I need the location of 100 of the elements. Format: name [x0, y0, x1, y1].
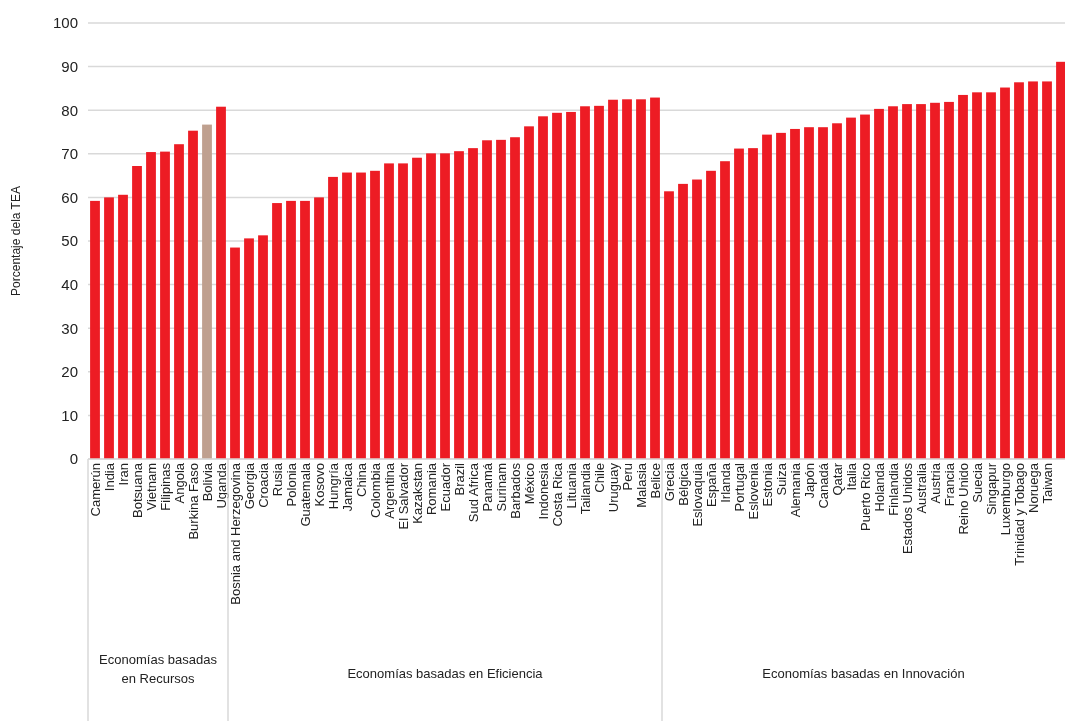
bar — [398, 163, 408, 459]
y-tick-label: 50 — [61, 232, 78, 250]
x-tick-label: Qatar — [829, 462, 845, 496]
bar — [104, 197, 114, 459]
bar — [720, 161, 730, 459]
y-tick-label: 40 — [61, 275, 78, 293]
x-tick-label: Canadá — [815, 462, 831, 509]
x-tick-label: Ecuador — [437, 462, 453, 512]
x-tick-label: Colombia — [367, 462, 383, 518]
text: Economías basadas en Recursos — [99, 652, 218, 686]
y-tick-label: 0 — [69, 450, 78, 468]
x-tick-label: Uruguay — [605, 462, 621, 513]
bar — [566, 111, 576, 459]
x-tick-label: Camerún — [87, 463, 103, 517]
bar — [916, 104, 926, 459]
bar — [328, 176, 338, 459]
bar — [776, 132, 786, 459]
x-tick-label: Costa Rica — [549, 462, 565, 527]
x-tick-label: Puerto Rico — [857, 463, 873, 531]
text: Economías basadas en Eficiencia — [347, 666, 544, 681]
x-tick-label: Hungría — [325, 462, 341, 510]
bar — [538, 116, 548, 459]
bar — [1042, 81, 1052, 459]
bar — [622, 99, 632, 459]
bar — [216, 106, 226, 459]
y-tick-label: 20 — [61, 363, 78, 381]
bar — [874, 108, 884, 459]
x-tick-label: Kazakstan — [409, 463, 425, 524]
x-tick-label: Tailandia — [577, 462, 593, 515]
bar — [510, 137, 520, 459]
x-tick-label: Malasia — [633, 462, 649, 508]
bar — [1014, 82, 1024, 459]
bar — [958, 94, 968, 459]
bar — [608, 99, 618, 459]
bar — [1028, 81, 1038, 459]
bar — [174, 144, 184, 459]
y-tick-label: 60 — [61, 188, 78, 206]
bar — [832, 123, 842, 459]
x-tick-label: Argentina — [381, 462, 397, 519]
bar — [734, 148, 744, 459]
bar — [160, 151, 170, 459]
x-tick-label: Alemania — [787, 462, 803, 518]
x-tick-label: Barbados — [507, 462, 523, 519]
bar — [846, 117, 856, 459]
bar — [986, 92, 996, 459]
bar — [636, 99, 646, 459]
y-tick-label: 100 — [52, 14, 78, 32]
y-tick-label: 80 — [61, 101, 78, 119]
x-tick-label: Indonesia — [535, 462, 551, 520]
bar — [454, 151, 464, 459]
bar — [118, 194, 128, 459]
x-tick-label: Bolivia — [199, 462, 215, 502]
bar — [804, 127, 814, 459]
bar — [650, 97, 660, 459]
x-tick-label: Suecia — [969, 462, 985, 503]
bar — [888, 106, 898, 459]
x-tick-label: Austria — [927, 462, 943, 504]
bar — [468, 148, 478, 459]
bar — [972, 92, 982, 459]
x-tick-label: Francia — [941, 462, 957, 507]
x-tick-label: Iran — [115, 463, 131, 486]
x-tick-label: Brazil — [451, 462, 467, 496]
x-tick-label: Singapur — [983, 462, 999, 516]
bar — [944, 101, 954, 459]
y-tick-label: 90 — [61, 57, 78, 75]
x-tick-label: Chile — [591, 463, 607, 493]
x-tick-label: Filipinas — [157, 462, 173, 511]
bar — [132, 166, 142, 459]
x-tick-label: Lituania — [563, 462, 579, 509]
x-tick-label: Guatemala — [297, 462, 313, 527]
bar — [258, 235, 268, 459]
bar — [902, 104, 912, 459]
bar — [90, 200, 100, 459]
x-tick-label: India — [101, 462, 117, 492]
x-tick-label: Estonia — [759, 462, 775, 507]
bar — [314, 197, 324, 459]
y-tick-label: 30 — [61, 319, 78, 337]
bar — [188, 130, 198, 459]
bar — [1056, 61, 1065, 459]
bar — [202, 124, 212, 459]
bar — [244, 238, 254, 459]
x-tick-label: Kosovo — [311, 463, 327, 507]
bar — [342, 172, 352, 459]
x-tick-label: Finlandia — [885, 462, 901, 516]
bar — [356, 172, 366, 459]
x-tick-label: Holanda — [871, 462, 887, 512]
bar — [496, 139, 506, 459]
x-tick-label: Belice — [647, 463, 663, 499]
bar — [272, 203, 282, 459]
bar — [384, 163, 394, 459]
bar — [580, 106, 590, 459]
bar — [594, 105, 604, 459]
bar — [552, 112, 562, 459]
bar — [930, 102, 940, 459]
x-tick-label: Uganda — [213, 462, 229, 509]
bar — [230, 247, 240, 459]
x-tick-label: Romania — [423, 462, 439, 516]
x-tick-label: Portugal — [731, 462, 747, 512]
text: Economías basadas en Innovación — [762, 666, 965, 681]
bar — [762, 134, 772, 459]
